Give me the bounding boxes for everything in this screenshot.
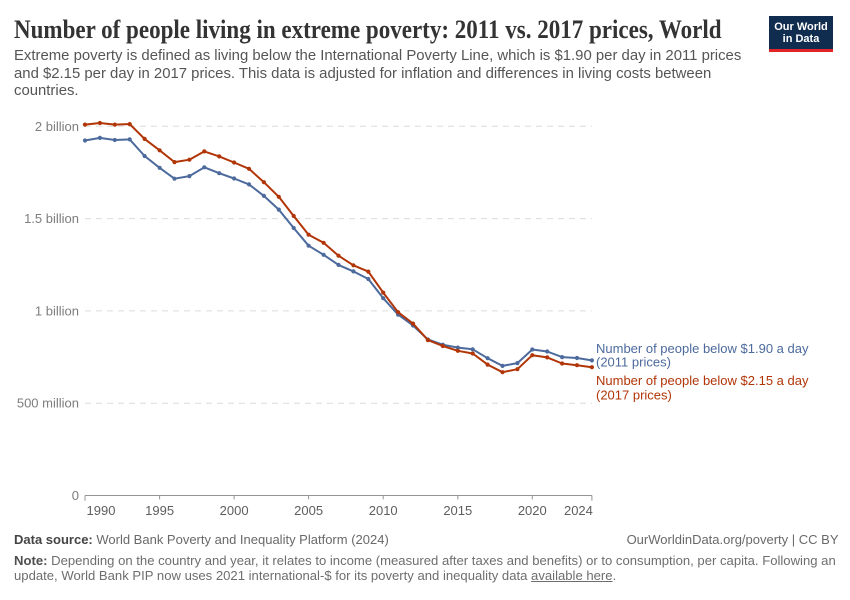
svg-text:2 billion: 2 billion	[35, 119, 79, 134]
svg-text:2005: 2005	[294, 503, 323, 518]
svg-text:Number of people below $1.90 a: Number of people below $1.90 a day	[596, 341, 809, 356]
svg-text:0: 0	[72, 488, 79, 503]
svg-text:Number of people below $2.15 a: Number of people below $2.15 a day	[596, 373, 809, 388]
svg-text:2024: 2024	[564, 503, 593, 518]
svg-text:1990: 1990	[87, 503, 116, 518]
svg-text:2010: 2010	[369, 503, 398, 518]
svg-text:1 billion: 1 billion	[35, 303, 79, 318]
svg-text:2020: 2020	[518, 503, 547, 518]
svg-text:(2011 prices): (2011 prices)	[596, 355, 671, 370]
svg-text:1.5 billion: 1.5 billion	[24, 211, 79, 226]
svg-text:1995: 1995	[145, 503, 174, 518]
svg-text:2015: 2015	[443, 503, 472, 518]
svg-text:2000: 2000	[220, 503, 249, 518]
svg-text:500 million: 500 million	[17, 396, 79, 411]
svg-text:(2017 prices): (2017 prices)	[596, 387, 672, 402]
